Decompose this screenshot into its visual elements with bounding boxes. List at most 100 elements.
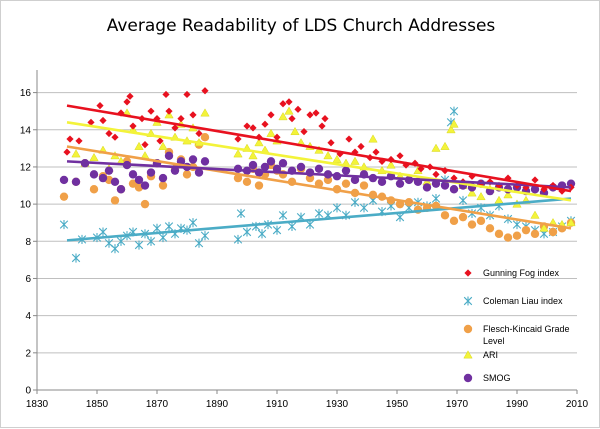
data-point bbox=[171, 124, 179, 132]
data-point bbox=[104, 166, 114, 175]
data-point bbox=[165, 107, 173, 115]
legend-marker bbox=[464, 269, 472, 277]
data-point bbox=[318, 122, 326, 130]
data-point bbox=[182, 170, 192, 179]
data-point bbox=[290, 126, 300, 136]
data-point bbox=[476, 216, 486, 226]
data-point bbox=[530, 229, 540, 239]
data-point bbox=[566, 179, 576, 188]
data-point bbox=[530, 210, 540, 219]
data-point bbox=[467, 188, 477, 197]
data-point bbox=[200, 108, 210, 117]
data-point bbox=[146, 168, 156, 177]
y-tick-label: 12 bbox=[20, 162, 32, 173]
data-point bbox=[294, 105, 302, 113]
legend-label: Coleman Liau index bbox=[483, 296, 563, 306]
data-point bbox=[111, 133, 119, 141]
x-tick-label: 1990 bbox=[506, 399, 529, 410]
data-point bbox=[183, 90, 191, 99]
data-point bbox=[503, 233, 513, 242]
data-point bbox=[449, 106, 459, 116]
data-point bbox=[300, 128, 308, 136]
data-point bbox=[395, 179, 405, 188]
data-point bbox=[156, 137, 164, 145]
legend-marker bbox=[463, 373, 473, 383]
legend-label-cont: Level bbox=[483, 336, 505, 346]
trend-line bbox=[66, 104, 572, 193]
data-point bbox=[440, 211, 450, 220]
trend-line bbox=[66, 121, 572, 202]
data-point bbox=[188, 155, 198, 164]
data-point bbox=[234, 135, 242, 143]
data-point bbox=[357, 142, 365, 151]
data-point bbox=[164, 151, 174, 160]
data-point bbox=[71, 149, 81, 158]
data-point bbox=[141, 141, 149, 149]
data-point bbox=[432, 170, 440, 178]
data-point bbox=[200, 157, 210, 166]
data-point bbox=[233, 234, 243, 244]
data-point bbox=[98, 227, 108, 237]
data-point bbox=[266, 157, 276, 166]
data-point bbox=[243, 122, 251, 130]
data-point bbox=[128, 179, 138, 188]
data-point bbox=[273, 133, 281, 141]
legend-label: Flesch-Kincaid Grade bbox=[483, 324, 570, 334]
trend-line bbox=[66, 197, 572, 242]
data-point bbox=[129, 122, 137, 130]
data-point bbox=[440, 141, 450, 150]
data-point bbox=[63, 148, 71, 156]
y-tick-label: 10 bbox=[20, 200, 32, 211]
data-point bbox=[341, 179, 351, 188]
data-point bbox=[531, 176, 539, 184]
data-point bbox=[140, 181, 150, 190]
data-point bbox=[449, 216, 459, 226]
data-point bbox=[521, 225, 531, 235]
data-point bbox=[368, 134, 378, 143]
data-point bbox=[314, 164, 324, 173]
data-point bbox=[503, 190, 513, 199]
x-tick-label: 1950 bbox=[386, 399, 409, 410]
data-point bbox=[359, 181, 369, 190]
data-point bbox=[494, 229, 504, 239]
axes: 0 2 4 6 8 10 12 14 16 1830 1850 1870 1890 1910 1930 195… bbox=[20, 70, 589, 410]
data-point bbox=[236, 208, 246, 218]
data-point bbox=[377, 177, 387, 187]
data-point bbox=[566, 218, 576, 227]
data-point bbox=[278, 210, 288, 220]
data-point bbox=[278, 159, 288, 168]
data-point bbox=[332, 203, 342, 213]
data-point bbox=[188, 218, 198, 228]
data-point bbox=[431, 193, 441, 204]
y-tick-label: 2 bbox=[25, 348, 31, 359]
data-point bbox=[71, 177, 81, 187]
data-point bbox=[449, 119, 459, 128]
data-point bbox=[261, 120, 269, 128]
x-tick-label: 1850 bbox=[86, 399, 109, 410]
legend-label: Gunning Fog index bbox=[483, 268, 560, 278]
legend-item: Coleman Liau index bbox=[463, 296, 563, 306]
legend-item: SMOG bbox=[463, 373, 511, 383]
data-point bbox=[372, 148, 380, 156]
y-tick-label: 8 bbox=[25, 237, 31, 248]
series bbox=[59, 87, 576, 263]
data-point bbox=[75, 137, 83, 145]
data-point bbox=[350, 175, 360, 185]
y-tick-label: 0 bbox=[25, 386, 31, 397]
data-point bbox=[158, 141, 168, 150]
data-point bbox=[242, 227, 252, 237]
data-point bbox=[567, 183, 575, 191]
x-tick-label: 2010 bbox=[566, 399, 589, 410]
x-tick-label: 1830 bbox=[26, 399, 49, 410]
data-point bbox=[164, 221, 174, 231]
data-point bbox=[140, 199, 150, 209]
data-point bbox=[248, 160, 258, 170]
data-point bbox=[110, 244, 120, 254]
data-point bbox=[98, 173, 108, 183]
legend-marker bbox=[463, 324, 473, 334]
data-point bbox=[96, 102, 104, 110]
data-point bbox=[158, 233, 168, 243]
data-point bbox=[272, 225, 282, 235]
data-point bbox=[146, 236, 156, 246]
data-point bbox=[386, 160, 396, 169]
